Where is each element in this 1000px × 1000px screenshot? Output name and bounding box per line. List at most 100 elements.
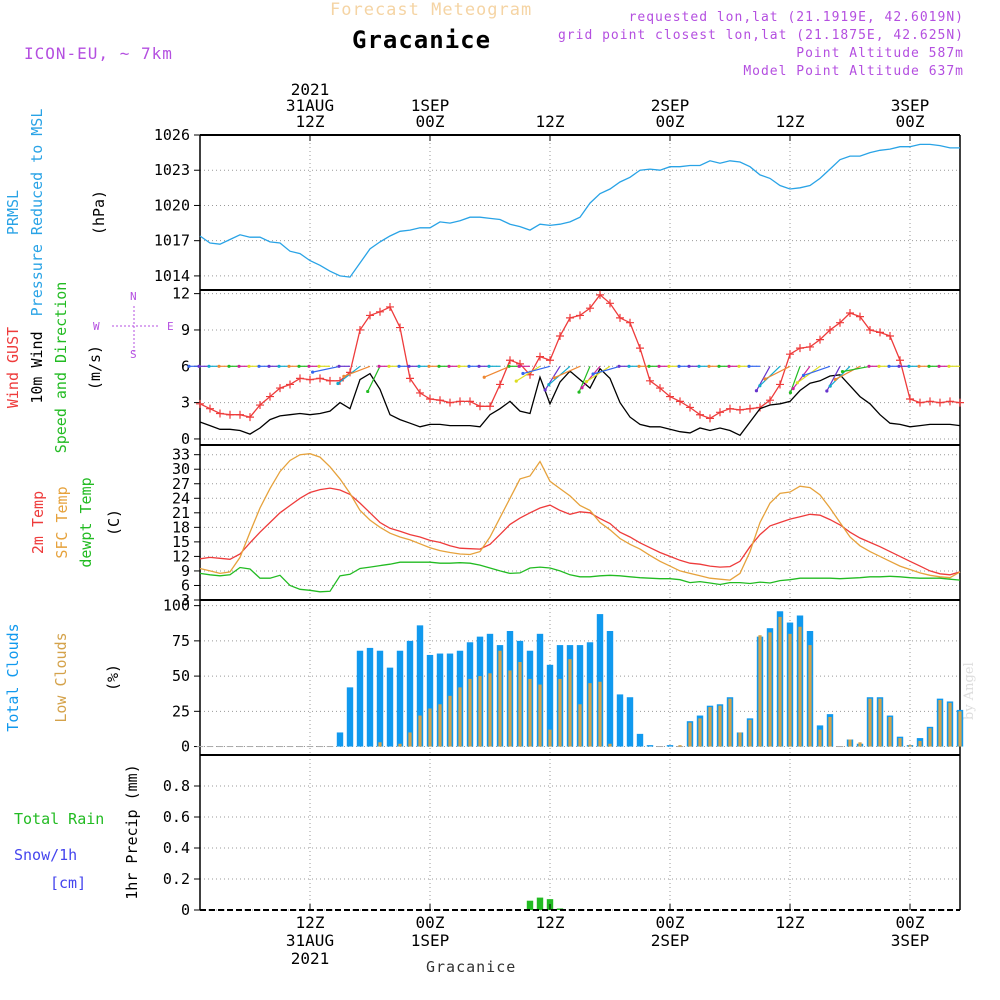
- top-time-label: 2SEP: [651, 96, 690, 115]
- y-axis-label: Total Clouds: [4, 623, 22, 731]
- wind-direction-arrow: [581, 365, 601, 389]
- y-axis-label: 2m Temp: [29, 491, 47, 554]
- y-tick-label: 6: [181, 357, 190, 375]
- gust-marker: [416, 388, 424, 397]
- wind-arrow-head: [247, 364, 251, 368]
- low-cloud-bar: [468, 678, 472, 747]
- low-cloud-bar: [898, 738, 902, 747]
- gust-marker: [766, 396, 774, 405]
- gust-marker: [636, 344, 644, 353]
- total-cloud-bar: [406, 640, 414, 747]
- y-axis-label: 1hr Precip (mm): [123, 764, 141, 899]
- gust-marker: [446, 398, 454, 407]
- legend-snow: Snow/1h: [14, 846, 77, 864]
- gust-marker: [396, 323, 404, 332]
- wind-arrow-head: [697, 364, 701, 368]
- total-cloud-bar: [646, 745, 654, 747]
- low-cloud-bar: [738, 732, 742, 747]
- low-cloud-bar: [878, 698, 882, 747]
- y-tick-label: 33: [172, 446, 190, 464]
- wind-arrow-head: [197, 364, 201, 368]
- rain-bar: [526, 900, 534, 910]
- total-cloud-bar: [396, 650, 404, 747]
- gust-marker: [886, 332, 894, 341]
- wind-direction-arrow: [829, 365, 851, 387]
- wind-arrow-head: [763, 377, 767, 381]
- y-tick-label: 0: [181, 738, 190, 756]
- y-tick-label: 9: [181, 562, 190, 580]
- top-time-label: 00Z: [656, 112, 685, 131]
- wind-arrow-head: [584, 379, 589, 384]
- wind-arrow-head: [287, 364, 291, 368]
- low-cloud-bar: [728, 698, 732, 747]
- series-line-2m-temp: [199, 487, 961, 576]
- wind-arrow-head: [907, 364, 911, 368]
- wind-arrow-head: [317, 364, 321, 368]
- gust-marker: [626, 318, 634, 327]
- bottom-time-label: 12Z: [536, 913, 565, 932]
- legend-total-rain: Total Rain: [14, 810, 104, 828]
- gust-marker: [826, 325, 834, 334]
- gust-marker: [696, 410, 704, 419]
- gust-marker: [956, 398, 964, 407]
- y-tick-label: 12: [172, 285, 190, 303]
- top-time-label: 3SEP: [891, 96, 930, 115]
- wind-arrow-head: [717, 364, 721, 368]
- y-tick-label: 12: [172, 547, 190, 565]
- low-cloud-bar: [378, 742, 382, 747]
- low-cloud-bar: [398, 743, 402, 747]
- bottom-time-label: 2021: [291, 949, 330, 968]
- gust-marker: [306, 375, 314, 384]
- y-tick-label: 0: [181, 430, 190, 448]
- low-cloud-bar: [608, 743, 612, 747]
- gust-marker: [586, 304, 594, 313]
- gust-marker: [646, 376, 654, 385]
- low-cloud-bar: [418, 715, 422, 747]
- wind-direction-arrow: [592, 365, 621, 375]
- wind-direction-arrow: [367, 366, 381, 392]
- low-cloud-bar: [698, 718, 702, 747]
- y-axis-label: Speed and Direction: [52, 282, 70, 454]
- low-cloud-bar: [548, 729, 552, 747]
- gust-marker: [916, 398, 924, 407]
- low-cloud-bar: [818, 729, 822, 747]
- bottom-time-label: 31AUG: [286, 931, 334, 950]
- wind-arrow-head: [487, 364, 491, 368]
- total-cloud-bar: [356, 650, 364, 747]
- bottom-time-label: 00Z: [416, 913, 445, 932]
- wind-arrow-head: [795, 381, 799, 385]
- wind-arrow-head: [517, 364, 521, 368]
- gust-marker: [876, 328, 884, 337]
- total-cloud-bar: [386, 667, 394, 747]
- low-cloud-bar: [478, 676, 482, 747]
- wind-arrow-head: [277, 364, 281, 368]
- wind-direction-arrow: [554, 365, 581, 379]
- gust-marker: [556, 332, 564, 341]
- gust-marker: [506, 356, 514, 365]
- low-cloud-bar: [828, 716, 832, 747]
- gust-marker: [926, 397, 934, 406]
- low-cloud-bar: [578, 704, 582, 747]
- y-tick-label: 1026: [154, 126, 190, 144]
- low-cloud-bar: [708, 707, 712, 747]
- wind-arrow-head: [267, 364, 271, 368]
- y-tick-label: 1014: [154, 267, 190, 285]
- wind-arrow-head: [552, 376, 557, 380]
- wind-arrow-head: [477, 364, 481, 368]
- compass-w-label: W: [93, 320, 100, 333]
- gust-marker: [456, 397, 464, 406]
- low-cloud-bar: [928, 728, 932, 747]
- low-cloud-bar: [848, 739, 852, 747]
- point-altitude: Point Altitude 587m: [796, 46, 964, 61]
- y-tick-label: 75: [172, 632, 190, 650]
- y-axis-label: Wind GUST: [4, 327, 22, 408]
- wind-arrow-head: [758, 384, 762, 388]
- low-cloud-bar: [498, 650, 502, 747]
- total-cloud-bar: [596, 614, 604, 747]
- gust-marker: [946, 397, 954, 406]
- low-cloud-bar: [778, 616, 782, 747]
- gust-marker: [866, 325, 874, 334]
- wind-arrow-head: [297, 364, 301, 368]
- bottom-time-label: 3SEP: [891, 931, 930, 950]
- wind-arrow-head: [627, 364, 631, 368]
